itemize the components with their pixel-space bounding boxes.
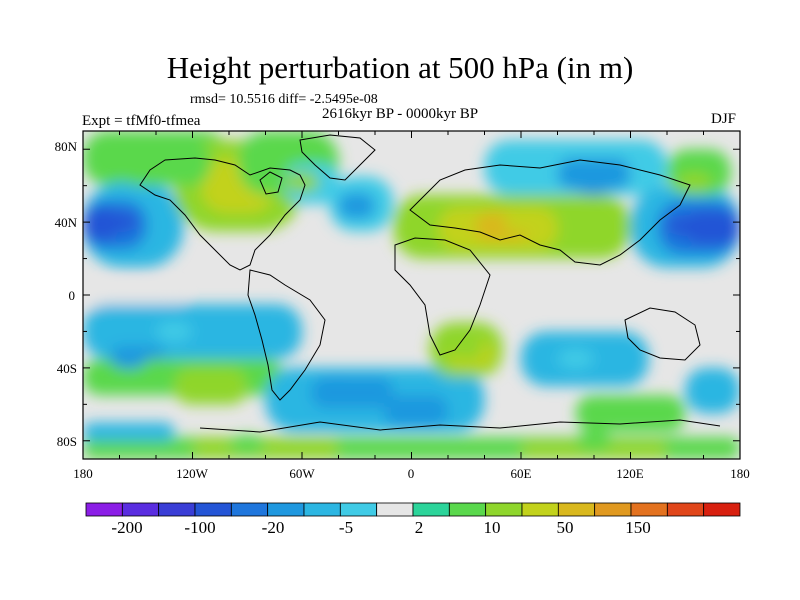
lat-label-40n: 40N xyxy=(55,215,78,230)
colorbar-swatch xyxy=(230,502,269,517)
colorbar-label-neg5: -5 xyxy=(339,518,353,537)
lon-label-120w: 120W xyxy=(176,466,209,481)
anomaly-center xyxy=(229,434,266,455)
colorbar-swatch xyxy=(303,502,341,517)
europe-asia-coastline xyxy=(409,159,691,266)
time-period: 2616kyr BP - 0000kyr BP xyxy=(322,106,479,122)
lon-label-180e: 180 xyxy=(730,466,750,481)
anomaly-center xyxy=(284,172,320,193)
colorbar-labels: -200 -100 -20 -5 2 10 50 150 xyxy=(111,518,650,537)
anomaly-center xyxy=(503,212,539,233)
north-america-coastline xyxy=(139,157,306,271)
anomaly-center xyxy=(448,339,485,360)
contour-band xyxy=(575,395,686,432)
lon-label-60w: 60W xyxy=(289,466,315,481)
colorbar-swatch xyxy=(158,502,196,517)
lat-label-eq: 0 xyxy=(69,288,76,303)
colorbar-swatch xyxy=(448,502,487,517)
anomaly-center xyxy=(576,430,612,451)
season-label: DJF xyxy=(711,111,737,127)
contour-field xyxy=(83,131,740,459)
anomaly-center xyxy=(110,348,147,369)
colorbar-swatch xyxy=(267,502,305,517)
colorbar-swatch xyxy=(666,502,705,517)
lon-label-120e: 120E xyxy=(616,466,644,481)
colorbar-label-neg200: -200 xyxy=(111,518,142,537)
anomaly-center xyxy=(393,397,430,418)
anomaly-center xyxy=(576,175,612,196)
lon-label-0: 0 xyxy=(408,466,415,481)
anomaly-center xyxy=(630,397,667,418)
colorbar-swatch xyxy=(521,502,559,517)
hudson-bay-coastline xyxy=(259,171,283,195)
anomaly-center xyxy=(667,215,704,236)
colorbar-swatch xyxy=(121,502,160,517)
colorbar-swatch xyxy=(194,502,232,517)
australia-coastline xyxy=(624,307,701,361)
rmsd-stats: rmsd= 10.5516 diff= -2.5495e-08 xyxy=(190,92,378,107)
colorbar-swatch xyxy=(630,502,668,517)
colorbar-swatch xyxy=(339,502,378,517)
colorbar-swatch xyxy=(85,502,123,517)
colorbar xyxy=(85,502,741,517)
colorbar-label-neg20: -20 xyxy=(262,518,285,537)
lat-label-40s: 40S xyxy=(57,361,77,376)
colorbar-swatch xyxy=(485,502,523,517)
coastlines xyxy=(139,134,721,433)
colorbar-label-neg100: -100 xyxy=(184,518,215,537)
colorbar-label-150: 150 xyxy=(625,518,651,537)
anomaly-center xyxy=(101,212,138,233)
anomaly-center xyxy=(557,348,594,369)
lon-label-60e: 60E xyxy=(511,466,532,481)
anomaly-center xyxy=(174,376,211,397)
map-panel xyxy=(82,130,741,460)
greenland-coastline xyxy=(299,134,376,181)
anomaly-center xyxy=(320,376,357,397)
axis-ticks xyxy=(82,131,741,459)
lon-axis: 180 120W 60W 0 60E 120E 180 xyxy=(73,466,750,481)
colorbar-swatch xyxy=(703,502,741,517)
contour-band xyxy=(685,367,740,414)
anomaly-center xyxy=(211,184,247,205)
lat-axis: 80N 40N 0 40S 80S xyxy=(55,139,78,449)
colorbar-swatch xyxy=(376,502,414,517)
contour-band xyxy=(83,304,302,359)
chart-title: Height perturbation at 500 hPa (in m) xyxy=(166,50,634,85)
lat-label-80n: 80N xyxy=(55,139,78,154)
anomaly-center xyxy=(156,321,193,342)
anomaly-center xyxy=(338,197,375,218)
colorbar-swatch xyxy=(412,502,450,517)
antarctica-coastline xyxy=(199,419,721,433)
colorbar-label-50: 50 xyxy=(557,518,574,537)
africa-coastline xyxy=(394,237,491,356)
contour-band xyxy=(119,140,211,186)
colorbar-label-10: 10 xyxy=(484,518,501,537)
colorbar-label-2: 2 xyxy=(415,518,424,537)
lon-label-180w: 180 xyxy=(73,466,93,481)
lat-label-80s: 80S xyxy=(57,434,77,449)
anomaly-center xyxy=(676,172,713,193)
colorbar-swatch xyxy=(557,502,596,517)
contour-band xyxy=(83,422,175,441)
colorbar-swatch xyxy=(594,502,632,517)
experiment-label: Expt = tfMf0-tfmea xyxy=(82,113,201,129)
contour-band xyxy=(557,158,631,190)
south-america-coastline xyxy=(247,269,326,401)
